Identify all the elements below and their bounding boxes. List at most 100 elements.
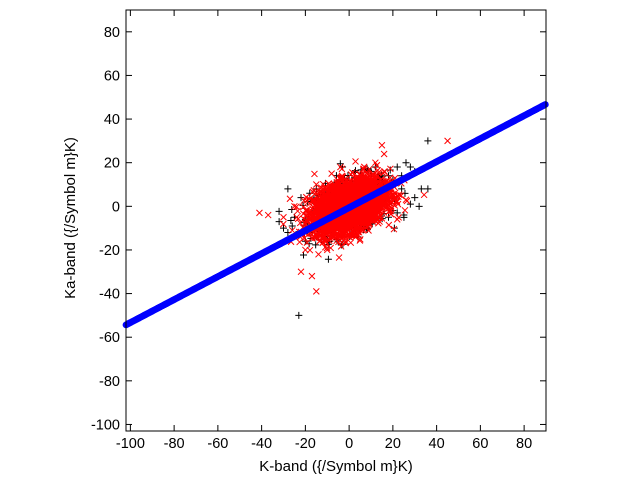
cross-point xyxy=(359,226,367,234)
cross-point xyxy=(335,224,343,232)
cross-point xyxy=(385,221,393,229)
cross-point xyxy=(345,212,353,219)
cross-point xyxy=(367,176,375,184)
cross-point xyxy=(363,186,371,194)
plus-point xyxy=(406,200,414,208)
plus-point xyxy=(280,224,287,232)
cross-point xyxy=(312,288,320,295)
cross-point xyxy=(302,206,310,214)
y-tick-label: 40 xyxy=(104,112,120,128)
cross-point xyxy=(376,218,383,225)
cross-point xyxy=(312,181,320,188)
cross-point xyxy=(325,188,332,196)
cross-point xyxy=(393,216,401,223)
cross-point xyxy=(293,203,300,211)
cross-point xyxy=(380,150,388,158)
plot-area xyxy=(122,101,549,329)
cross-point xyxy=(315,189,322,196)
cross-point xyxy=(300,197,308,205)
cross-point xyxy=(333,237,340,245)
cross-point xyxy=(309,208,317,216)
y-tick-label: 80 xyxy=(104,25,120,41)
cross-point xyxy=(327,193,335,201)
cross-point xyxy=(306,213,313,221)
cross-point xyxy=(393,197,401,205)
cross-point xyxy=(329,186,337,194)
cross-point xyxy=(376,211,384,219)
cross-point xyxy=(356,236,364,243)
x-tick-label: 20 xyxy=(385,436,401,452)
y-tick-label: -100 xyxy=(91,417,120,433)
cross-point xyxy=(363,170,370,177)
cross-point xyxy=(351,194,359,201)
y-tick-label: -60 xyxy=(99,330,120,346)
plus-point xyxy=(393,209,401,217)
cross-point xyxy=(385,207,393,215)
cross-point xyxy=(286,195,294,203)
cross-point xyxy=(323,246,331,254)
cross-point xyxy=(347,239,355,247)
plus-point xyxy=(402,159,410,167)
cross-point xyxy=(339,230,347,238)
cross-point xyxy=(264,211,272,219)
plus-point xyxy=(312,241,320,249)
cross-point xyxy=(345,233,353,241)
plus-point xyxy=(295,311,303,319)
cross-point xyxy=(348,169,356,176)
x-tick-label: -60 xyxy=(207,436,228,452)
plus-point xyxy=(284,185,292,193)
y-tick-label: -40 xyxy=(99,287,120,303)
x-tick-label: -20 xyxy=(295,436,316,452)
cross-point xyxy=(338,238,346,246)
cross-point xyxy=(315,250,322,258)
x-tick-label: -40 xyxy=(251,436,272,452)
plus-point xyxy=(406,163,414,171)
plus-point xyxy=(324,255,332,263)
cross-point xyxy=(372,159,379,167)
plus-point xyxy=(417,185,425,193)
cross-point xyxy=(338,186,345,194)
cross-point xyxy=(335,254,343,261)
cross-point xyxy=(388,198,395,206)
cross-point xyxy=(360,210,368,217)
cross-point xyxy=(309,234,316,242)
cross-point xyxy=(317,193,325,201)
y-tick-label: 0 xyxy=(112,199,120,215)
cross-point xyxy=(311,201,319,209)
cross-point xyxy=(256,209,263,217)
cross-point xyxy=(336,183,344,191)
cross-point xyxy=(327,244,335,252)
y-tick-label: 60 xyxy=(104,68,120,84)
cross-point xyxy=(353,179,361,186)
axes-frame xyxy=(125,9,547,432)
cross-point xyxy=(365,183,373,190)
cross-point xyxy=(279,220,287,228)
y-tick-label: -20 xyxy=(99,243,120,259)
cross-point xyxy=(317,204,325,212)
cross-point xyxy=(308,272,316,280)
cross-point xyxy=(362,219,370,227)
cross-point xyxy=(311,234,319,242)
tick-labels: -100 -80 -60 -40 -20 0 20 40 60 80 -100 -80 -60 -40 -2… xyxy=(91,25,532,452)
plot-border xyxy=(125,9,547,432)
cross-point xyxy=(308,197,316,205)
plus-point xyxy=(424,185,432,193)
cross-point xyxy=(344,190,352,197)
cross-point xyxy=(329,229,337,237)
plus-point xyxy=(424,137,432,145)
cross-point xyxy=(389,192,397,199)
cross-point xyxy=(368,202,376,210)
y-tick-label: -80 xyxy=(99,374,120,390)
x-tick-label: 0 xyxy=(345,436,353,452)
cross-point xyxy=(332,197,340,204)
cross-point xyxy=(402,196,410,204)
x-tick-label: -100 xyxy=(116,436,145,452)
plus-point xyxy=(393,163,401,171)
cross-point xyxy=(356,174,363,182)
cross-point xyxy=(379,169,387,177)
cross-point xyxy=(297,268,305,276)
cross-point xyxy=(356,186,364,194)
cross-point xyxy=(390,225,398,233)
plus-point xyxy=(386,166,394,174)
cross-point xyxy=(337,175,344,183)
